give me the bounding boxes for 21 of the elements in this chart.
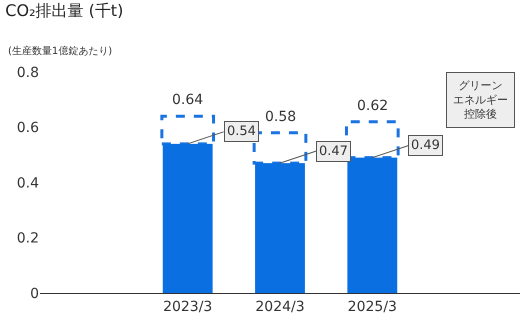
- total-label: 0.62: [357, 98, 388, 114]
- data-label: 0.49: [411, 138, 440, 153]
- y-tick-label: 0.6: [16, 120, 40, 136]
- x-tick-label: 2025/3: [348, 298, 397, 315]
- total-label: 0.64: [172, 92, 204, 108]
- bar: [347, 158, 398, 293]
- chart-title: CO₂排出量 (千t): [5, 1, 124, 20]
- bar: [162, 144, 213, 293]
- bar: [160, 114, 216, 146]
- y-tick-label: 0.8: [16, 64, 39, 81]
- y-tick-label: 0.4: [16, 175, 40, 192]
- total-label: 0.58: [265, 109, 296, 125]
- text: グリーンエネルギー控除後: [453, 79, 508, 121]
- x-tick-label: 2024/3: [255, 298, 305, 315]
- data-label: 0.47: [319, 144, 348, 159]
- text: (生産数量1億錠あたり): [8, 45, 112, 57]
- data-label: 0.54: [227, 124, 256, 139]
- x-tick-label: 2023/3: [163, 298, 212, 315]
- y-tick-label: 0.2: [16, 230, 39, 247]
- y-tick-label: 0: [30, 286, 39, 302]
- bar: [255, 163, 305, 293]
